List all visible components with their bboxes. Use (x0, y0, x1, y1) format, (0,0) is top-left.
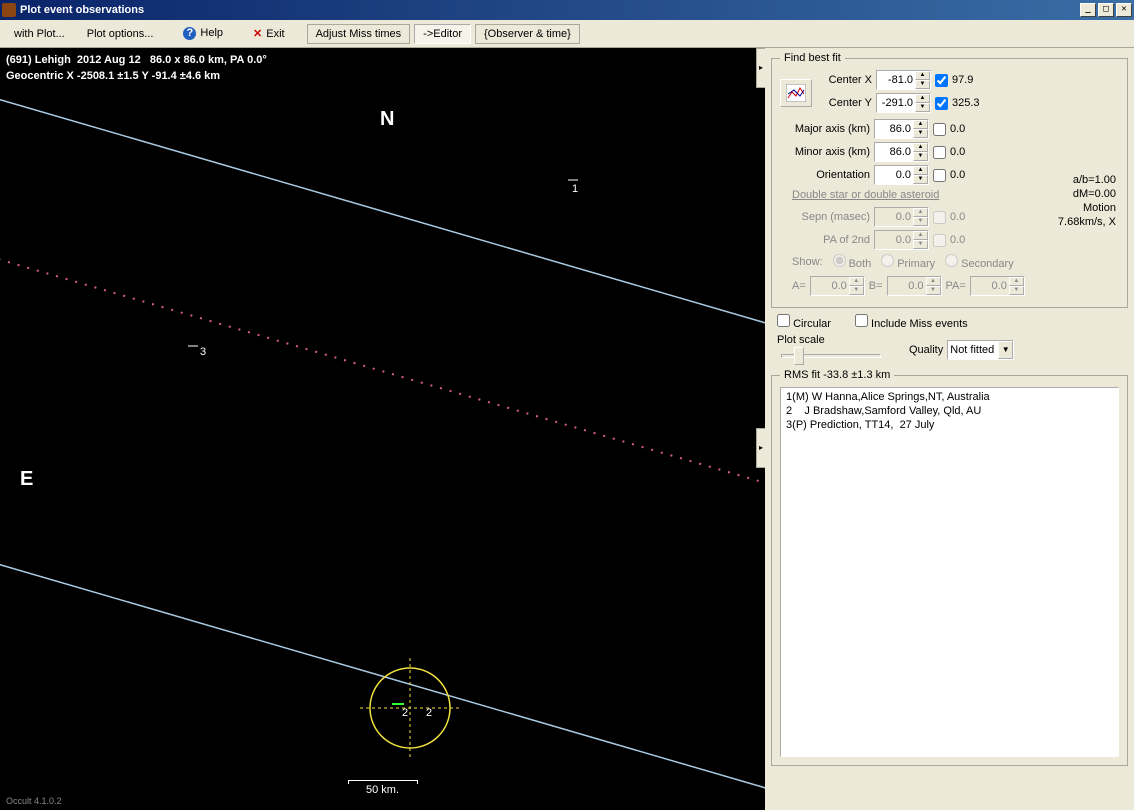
app-icon (2, 3, 16, 17)
centery-check[interactable] (935, 97, 948, 110)
svg-text:2: 2 (402, 707, 408, 719)
circular-check[interactable] (777, 314, 790, 327)
btn-editor[interactable]: ->Editor (414, 24, 471, 44)
svg-text:2: 2 (426, 707, 432, 719)
plot-info: (691) Lehigh 2012 Aug 12 86.0 x 86.0 km,… (6, 52, 267, 84)
list-item[interactable]: 2 J Bradshaw,Samford Valley, Qld, AU (783, 404, 1116, 418)
orient-val: 0.0 (950, 169, 986, 181)
svg-text:1: 1 (572, 183, 578, 195)
sepn-spin: ▲▼ (874, 207, 929, 227)
sepn-val: 0.0 (950, 211, 986, 223)
menu-help[interactable]: Help (173, 24, 233, 43)
pa-spin: ▲▼ (874, 230, 929, 250)
down-icon[interactable]: ▼ (915, 80, 930, 89)
compass-e: E (20, 468, 33, 491)
find-best-fit-group: Find best fit Center X ▲▼ 97.9 Center Y … (771, 52, 1128, 308)
svg-text:3: 3 (200, 346, 206, 358)
sepn-check (933, 211, 946, 224)
b-spin: ▲▼ (887, 276, 942, 296)
maximize-button[interactable]: □ (1098, 3, 1114, 17)
includemiss-check[interactable] (855, 314, 868, 327)
pa2-spin: ▲▼ (970, 276, 1025, 296)
major-check[interactable] (933, 123, 946, 136)
orient-check[interactable] (933, 169, 946, 182)
fit-icon-button[interactable] (780, 79, 812, 107)
quality-combo[interactable]: ▼ (947, 340, 1014, 360)
centery-label: Center Y (816, 97, 872, 109)
centerx-spin[interactable]: ▲▼ (876, 70, 931, 90)
btn-observer[interactable]: {Observer & time} (475, 24, 580, 44)
chart-icon (786, 84, 806, 102)
motion-info: a/b=1.00 dM=0.00 Motion 7.68km/s, X (1058, 173, 1116, 229)
menu-exit[interactable]: Exit (243, 24, 295, 43)
fit-legend: Find best fit (780, 52, 845, 64)
centerx-label: Center X (816, 74, 872, 86)
show-secondary-radio (945, 254, 958, 267)
sidebar: Find best fit Center X ▲▼ 97.9 Center Y … (765, 48, 1134, 810)
minor-spin[interactable]: ▲▼ (874, 142, 929, 162)
btn-adjust-miss[interactable]: Adjust Miss times (307, 24, 411, 44)
circular-label[interactable]: Circular (777, 314, 831, 330)
window-title: Plot event observations (20, 4, 1080, 16)
show-primary-radio (881, 254, 894, 267)
centery-val: 325.3 (952, 97, 988, 109)
minor-label: Minor axis (km) (780, 146, 870, 158)
close-button[interactable]: ✕ (1116, 3, 1132, 17)
minor-check[interactable] (933, 146, 946, 159)
orient-label: Orientation (780, 169, 870, 181)
slider-thumb[interactable] (794, 347, 804, 365)
rms-legend: RMS fit -33.8 ±1.3 km (780, 369, 894, 381)
major-spin[interactable]: ▲▼ (874, 119, 929, 139)
up-icon[interactable]: ▲ (915, 71, 930, 80)
panel-toggle-mid[interactable]: ▸ (756, 428, 765, 468)
plotscale-label: Plot scale (777, 334, 885, 346)
centerx-val: 97.9 (952, 74, 988, 86)
pa-check (933, 234, 946, 247)
panel-toggle-top[interactable]: ▸ (756, 48, 765, 88)
plot-area[interactable]: 2 2 1 3 (691) Lehigh 2012 Aug 12 86.0 x … (0, 48, 765, 810)
a-spin: ▲▼ (810, 276, 865, 296)
sepn-label: Sepn (masec) (780, 211, 870, 223)
centery-spin[interactable]: ▲▼ (876, 93, 931, 113)
plotscale-slider[interactable] (781, 354, 881, 358)
dropdown-icon[interactable]: ▼ (998, 341, 1013, 359)
centerx-check[interactable] (935, 74, 948, 87)
show-row: Show: Both Primary Secondary (792, 254, 1119, 270)
compass-n: N (380, 108, 394, 131)
show-both-radio (833, 254, 846, 267)
titlebar: Plot event observations _ □ ✕ (0, 0, 1134, 20)
major-label: Major axis (km) (780, 123, 870, 135)
menu-with-plot[interactable]: with Plot... (4, 25, 75, 43)
quality-label: Quality (909, 344, 943, 356)
list-item[interactable]: 3(P) Prediction, TT14, 27 July (783, 418, 1116, 432)
rms-group: RMS fit -33.8 ±1.3 km 1(M) W Hanna,Alice… (771, 369, 1128, 766)
scale-bar: 50 km. (348, 780, 418, 796)
minor-val: 0.0 (950, 146, 986, 158)
pa-val: 0.0 (950, 234, 986, 246)
observer-listbox[interactable]: 1(M) W Hanna,Alice Springs,NT, Australia… (780, 387, 1119, 757)
includemiss-label[interactable]: Include Miss events (855, 314, 968, 330)
menu-plot-options[interactable]: Plot options... (77, 25, 164, 43)
list-item[interactable]: 1(M) W Hanna,Alice Springs,NT, Australia (783, 390, 1116, 404)
plot-canvas: 2 2 1 3 (0, 48, 765, 810)
orient-spin[interactable]: ▲▼ (874, 165, 929, 185)
minimize-button[interactable]: _ (1080, 3, 1096, 17)
pa-label: PA of 2nd (780, 234, 870, 246)
major-val: 0.0 (950, 123, 986, 135)
menubar: with Plot... Plot options... Help Exit A… (0, 20, 1134, 48)
version-label: Occult 4.1.0.2 (6, 796, 62, 806)
